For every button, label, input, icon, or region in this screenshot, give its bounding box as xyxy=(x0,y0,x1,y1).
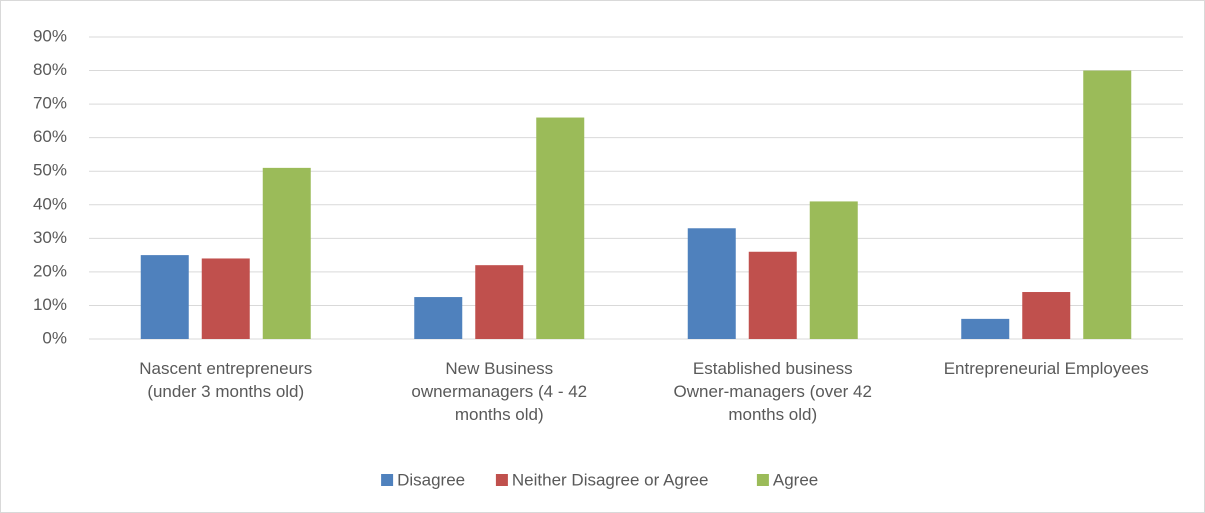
bar xyxy=(414,297,463,339)
bar xyxy=(201,258,250,339)
bar xyxy=(809,201,858,339)
bar xyxy=(1083,70,1132,340)
bar xyxy=(961,318,1010,339)
bar xyxy=(262,167,311,339)
bar xyxy=(748,251,797,339)
y-tick-label: 90% xyxy=(33,26,67,45)
legend-swatch xyxy=(381,474,394,486)
bar xyxy=(475,265,524,339)
legend-swatch xyxy=(495,474,508,486)
y-tick-label: 80% xyxy=(33,60,67,79)
y-tick-label: 10% xyxy=(33,295,67,314)
y-tick-label: 60% xyxy=(33,127,67,146)
y-tick-label: 40% xyxy=(33,194,67,213)
bar xyxy=(536,117,585,340)
y-tick-label: 30% xyxy=(33,228,67,247)
y-tick-label: 20% xyxy=(33,261,67,280)
y-tick-label: 70% xyxy=(33,94,67,113)
legend-label: Neither Disagree or Agree xyxy=(512,470,709,489)
bar xyxy=(140,255,189,339)
x-tick-label: New Business ownermanagers (4 - 42 month… xyxy=(411,359,588,424)
legend-swatch xyxy=(756,474,769,486)
x-tick-label: Entrepreneurial Employees xyxy=(943,359,1149,378)
x-tick-label: Nascent entrepreneurs (under 3 months ol… xyxy=(139,359,313,401)
legend-label: Agree xyxy=(773,470,818,489)
y-tick-label: 50% xyxy=(33,161,67,180)
y-tick-label: 0% xyxy=(42,328,67,347)
legend-label: Disagree xyxy=(397,470,465,489)
x-tick-label: Established business Owner-managers (ove… xyxy=(673,359,872,424)
bar xyxy=(1022,292,1071,339)
bar xyxy=(687,228,736,339)
